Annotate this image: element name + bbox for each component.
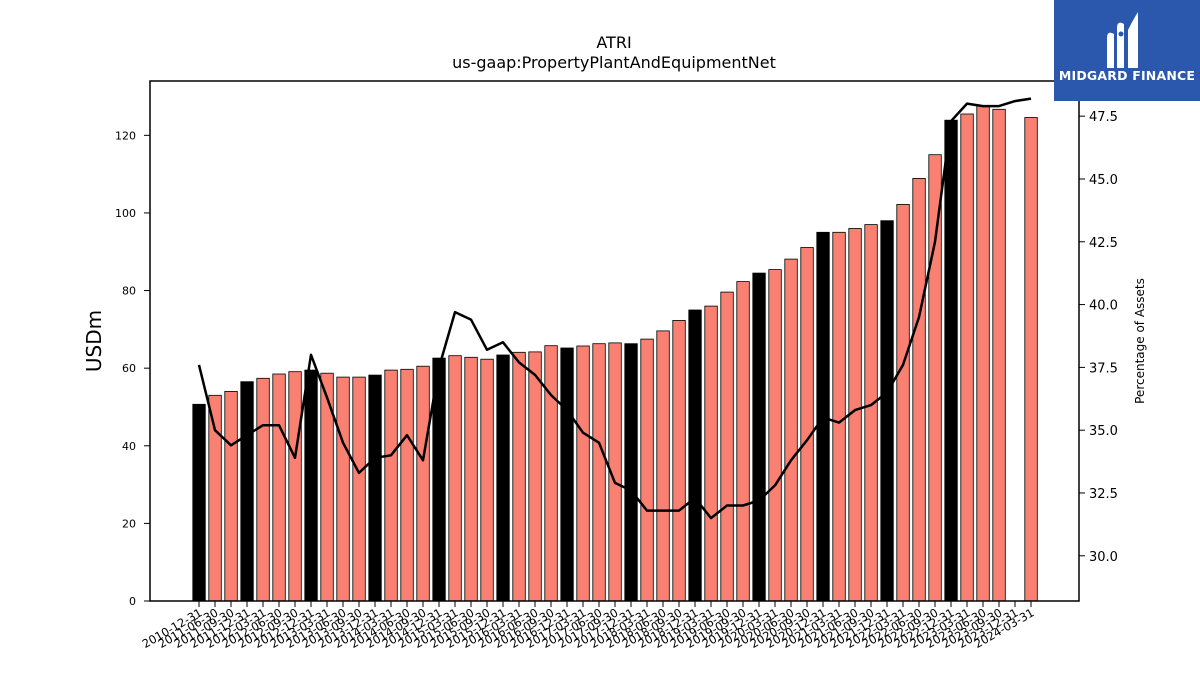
bar: [800, 247, 814, 602]
y-axis-label: USDm: [82, 310, 106, 372]
y-tick-label: 80: [122, 285, 136, 298]
x-axis: 2010-12-312011-06-302011-09-302011-12-31…: [140, 601, 1037, 651]
y-tick-label: 120: [115, 129, 136, 142]
bar: [368, 374, 382, 602]
bar: [960, 113, 974, 602]
percentage-line: [197, 97, 1032, 520]
midgard-finance-logo: MIDGARD FINANCE: [1054, 0, 1200, 101]
bar: [528, 351, 542, 602]
bar-series: [192, 105, 1038, 602]
bar: [560, 347, 574, 602]
bar: [704, 305, 718, 602]
bar: [736, 281, 750, 602]
bar: [464, 356, 478, 602]
bar: [512, 351, 526, 602]
y2-tick-label: 47.5: [1089, 110, 1118, 125]
y-axis-right: 30.0 32.5 35.0 37.5 40.0 42.5 45.0 47.5: [1079, 110, 1118, 565]
bar: [928, 154, 942, 602]
bar: [256, 377, 270, 602]
bar: [224, 390, 238, 602]
y-axis-left: 0 20 40 60 80 100 120: [115, 129, 150, 608]
bar: [352, 376, 366, 602]
bar: [288, 371, 302, 602]
y-tick-label: 20: [122, 517, 136, 530]
bar: [832, 231, 846, 602]
bar: [784, 258, 798, 602]
bar: [912, 177, 926, 602]
bar: [480, 358, 494, 602]
logo-mark-icon: [1107, 12, 1138, 69]
bar: [944, 119, 958, 602]
bar: [672, 319, 686, 602]
bar: [640, 338, 654, 602]
y2-tick-label: 30.0: [1089, 550, 1118, 565]
bar: [1024, 117, 1038, 602]
y2-tick-label: 35.0: [1089, 424, 1118, 439]
y-tick-label: 0: [129, 595, 136, 608]
bar: [448, 355, 462, 602]
bar: [576, 345, 590, 602]
bar: [880, 220, 894, 602]
bar: [544, 345, 558, 602]
bar: [592, 343, 606, 602]
bar: [896, 203, 910, 602]
bar: [272, 373, 286, 602]
bar: [192, 403, 206, 602]
y-tick-label: 100: [115, 207, 136, 220]
y2-tick-label: 42.5: [1089, 236, 1118, 251]
y2-axis-label: Percentage of Assets: [1133, 278, 1147, 404]
bar: [656, 330, 670, 602]
y2-tick-label: 32.5: [1089, 487, 1118, 502]
logo-text: MIDGARD FINANCE: [1058, 68, 1196, 83]
bar: [688, 309, 702, 602]
chart-subtitle: us-gaap:PropertyPlantAndEquipmentNet: [452, 53, 776, 72]
y2-tick-label: 45.0: [1089, 173, 1118, 188]
y2-tick-label: 37.5: [1089, 361, 1118, 376]
bar: [416, 365, 430, 602]
bar: [752, 272, 766, 602]
bar: [768, 269, 782, 602]
bar: [720, 291, 734, 602]
bar: [864, 224, 878, 602]
y-tick-label: 60: [122, 362, 136, 375]
bar: [992, 108, 1006, 602]
bar: [400, 368, 414, 602]
bar: [240, 381, 254, 602]
chart-title: ATRI: [596, 33, 631, 52]
bar: [624, 343, 638, 602]
y-tick-label: 40: [122, 440, 136, 453]
bar: [976, 105, 990, 602]
bar: [304, 369, 318, 602]
bar: [336, 376, 350, 602]
bar: [384, 369, 398, 602]
y2-tick-label: 40.0: [1089, 299, 1118, 314]
plot-frame: [149, 80, 1080, 602]
bar: [496, 354, 510, 602]
